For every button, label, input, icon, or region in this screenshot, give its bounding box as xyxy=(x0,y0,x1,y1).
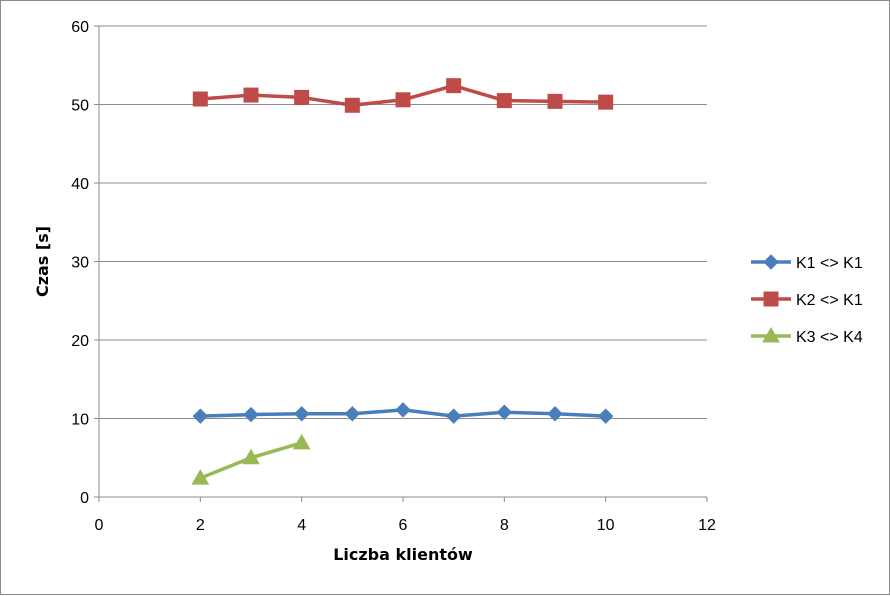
y-tick-label: 50 xyxy=(71,98,89,115)
y-tick-label: 20 xyxy=(71,333,89,350)
legend-item: K1 <> K1 xyxy=(751,254,863,272)
data-point xyxy=(547,406,563,422)
data-point xyxy=(547,93,563,109)
series-3 xyxy=(191,433,311,485)
data-point xyxy=(496,404,513,420)
y-tick-label: 10 xyxy=(71,412,89,429)
data-point xyxy=(243,406,259,423)
legend-marker xyxy=(763,291,779,307)
grid-lines xyxy=(99,25,707,419)
y-axis-ticks: 0 10 20 30 40 50 60 xyxy=(71,19,99,507)
data-point xyxy=(192,91,208,107)
x-tick-label: 12 xyxy=(698,517,716,534)
data-point xyxy=(293,406,310,422)
data-point xyxy=(242,448,260,465)
y-tick-label: 30 xyxy=(71,255,89,272)
data-point xyxy=(597,408,614,424)
x-axis-ticks: 0 2 4 6 8 10 12 xyxy=(95,497,716,534)
data-point xyxy=(243,87,259,103)
x-tick-label: 2 xyxy=(196,517,205,534)
legend-item: K2 <> K1 xyxy=(751,291,863,309)
data-point xyxy=(344,97,360,113)
legend-marker xyxy=(763,254,779,270)
x-axis-title: Liczba klientów xyxy=(333,545,473,564)
y-axis-title: Czas [s] xyxy=(33,226,52,297)
data-point xyxy=(445,408,462,424)
legend-label: K1 <> K1 xyxy=(796,255,863,272)
data-point xyxy=(598,94,614,110)
data-point xyxy=(496,93,512,109)
data-point xyxy=(446,78,462,94)
y-tick-label: 60 xyxy=(71,19,89,36)
x-tick-label: 10 xyxy=(597,517,615,534)
data-point xyxy=(292,433,311,450)
y-tick-label: 40 xyxy=(71,176,89,193)
legend-label: K2 <> K1 xyxy=(796,292,863,309)
data-point xyxy=(395,92,411,108)
y-tick-label: 0 xyxy=(80,490,89,507)
series-2 xyxy=(192,78,614,113)
x-tick-label: 8 xyxy=(500,517,509,534)
legend-item: K3 <> K4 xyxy=(751,326,863,346)
data-point xyxy=(344,406,361,422)
x-tick-label: 6 xyxy=(399,517,408,534)
legend-label: K3 <> K4 xyxy=(796,329,863,346)
data-point xyxy=(191,469,210,485)
series-1 xyxy=(192,402,614,424)
legend-marker xyxy=(762,326,780,343)
x-tick-label: 0 xyxy=(95,517,104,534)
x-tick-label: 4 xyxy=(297,517,306,534)
series-group xyxy=(191,78,614,485)
legend: K1 <> K1 K2 <> K1 K3 <> K4 xyxy=(751,254,863,346)
data-point xyxy=(192,408,209,424)
data-point xyxy=(294,89,310,105)
data-point xyxy=(395,402,411,418)
